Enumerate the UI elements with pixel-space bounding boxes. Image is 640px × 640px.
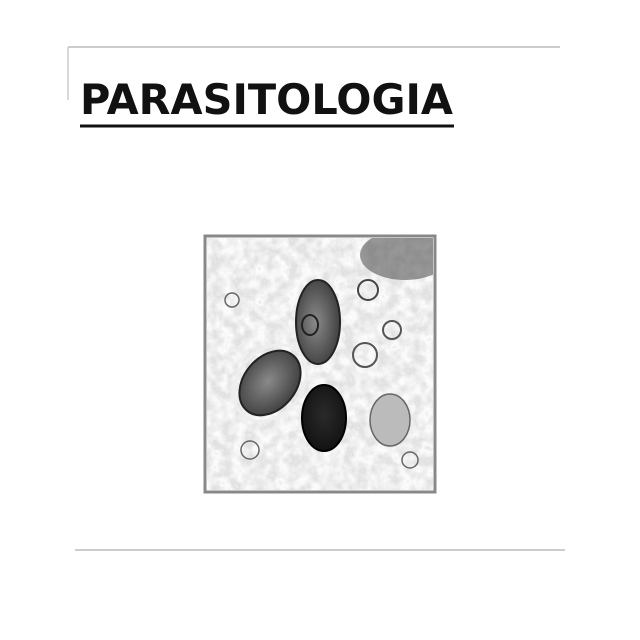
title: PARASITOLOGIA [80, 75, 453, 124]
micrograph [203, 234, 437, 494]
